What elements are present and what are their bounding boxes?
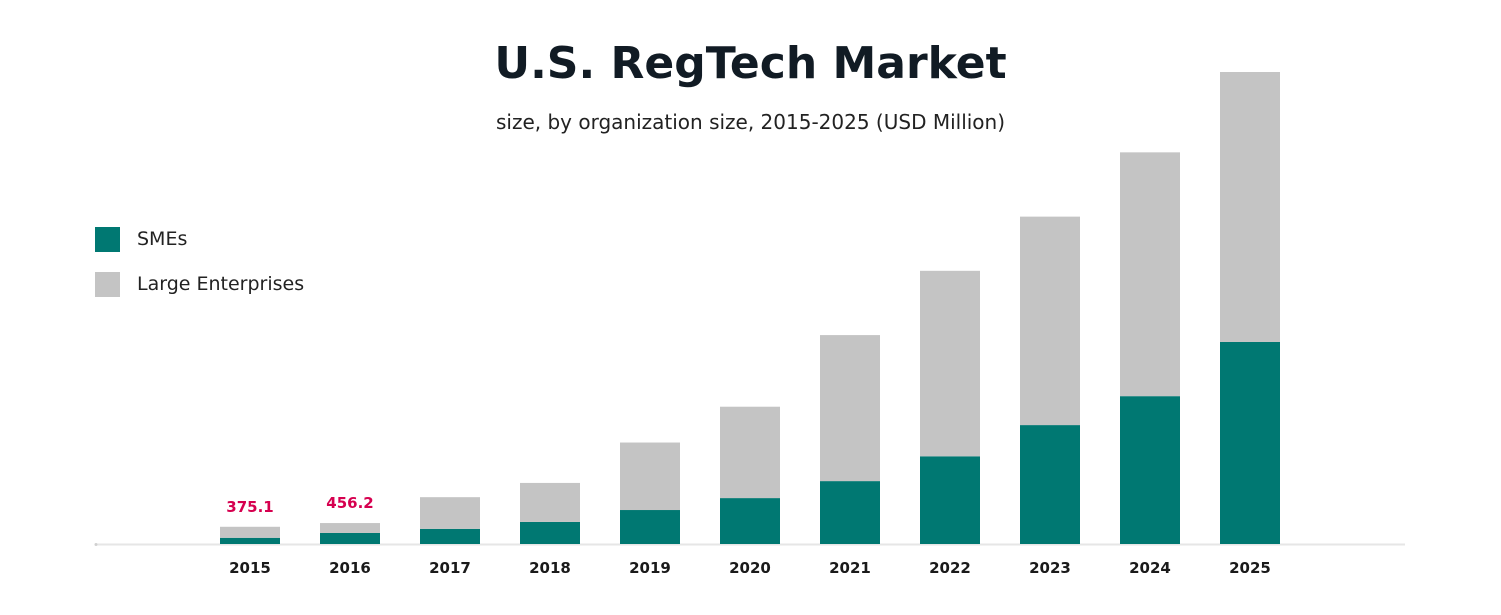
x-tick-label-2016: 2016 — [329, 559, 371, 577]
bar-large-enterprises-2019 — [620, 442, 680, 511]
bar-smes-2020 — [720, 498, 780, 544]
x-tick-label-2020: 2020 — [729, 559, 771, 577]
x-tick-label-2024: 2024 — [1129, 559, 1171, 577]
bar-large-enterprises-2023 — [1020, 216, 1080, 426]
x-tick-label-2023: 2023 — [1029, 559, 1071, 577]
bar-smes-2019 — [620, 510, 680, 544]
chart-title: U.S. RegTech Market — [494, 38, 1007, 89]
bar-large-enterprises-2021 — [820, 335, 880, 482]
bar-smes-2016 — [320, 532, 380, 544]
chart-subtitle: size, by organization size, 2015-2025 (U… — [495, 110, 1006, 134]
x-tick-label-2025: 2025 — [1229, 559, 1271, 577]
legend-label-large-enterprises: Large Enterprises — [137, 273, 305, 295]
bar-large-enterprises-2016 — [320, 523, 380, 533]
bar-smes-2021 — [820, 481, 880, 544]
bar-smes-2018 — [520, 521, 580, 544]
bar-smes-2015 — [220, 537, 280, 544]
bar-smes-2022 — [920, 456, 980, 544]
x-axis-start-dot — [94, 543, 98, 546]
x-tick-label-2015: 2015 — [229, 559, 271, 577]
bar-large-enterprises-2020 — [720, 406, 780, 499]
bar-smes-2025 — [1220, 341, 1280, 544]
bar-large-enterprises-2018 — [520, 482, 580, 522]
bar-large-enterprises-2017 — [420, 497, 480, 529]
bar-large-enterprises-2024 — [1120, 152, 1180, 397]
x-tick-label-2019: 2019 — [629, 559, 671, 577]
data-label-2015: 375.1 — [226, 498, 273, 516]
legend: SMEs Large Enterprises — [95, 226, 304, 316]
bar-smes-2017 — [420, 528, 480, 544]
legend-item-large-enterprises: Large Enterprises — [95, 271, 304, 297]
x-tick-label-2021: 2021 — [829, 559, 871, 577]
x-tick-label-2018: 2018 — [529, 559, 571, 577]
data-label-2016: 456.2 — [326, 494, 373, 512]
legend-swatch-large-enterprises — [95, 271, 120, 297]
legend-item-smes: SMEs — [95, 226, 304, 252]
bar-smes-2023 — [1020, 425, 1080, 544]
bar-smes-2024 — [1120, 396, 1180, 544]
legend-swatch-smes — [95, 226, 120, 252]
bar-large-enterprises-2025 — [1220, 72, 1280, 342]
legend-label-smes: SMEs — [137, 228, 188, 250]
bar-large-enterprises-2015 — [220, 526, 280, 538]
x-tick-label-2022: 2022 — [929, 559, 971, 577]
x-tick-label-2017: 2017 — [429, 559, 471, 577]
bar-large-enterprises-2022 — [920, 270, 980, 457]
